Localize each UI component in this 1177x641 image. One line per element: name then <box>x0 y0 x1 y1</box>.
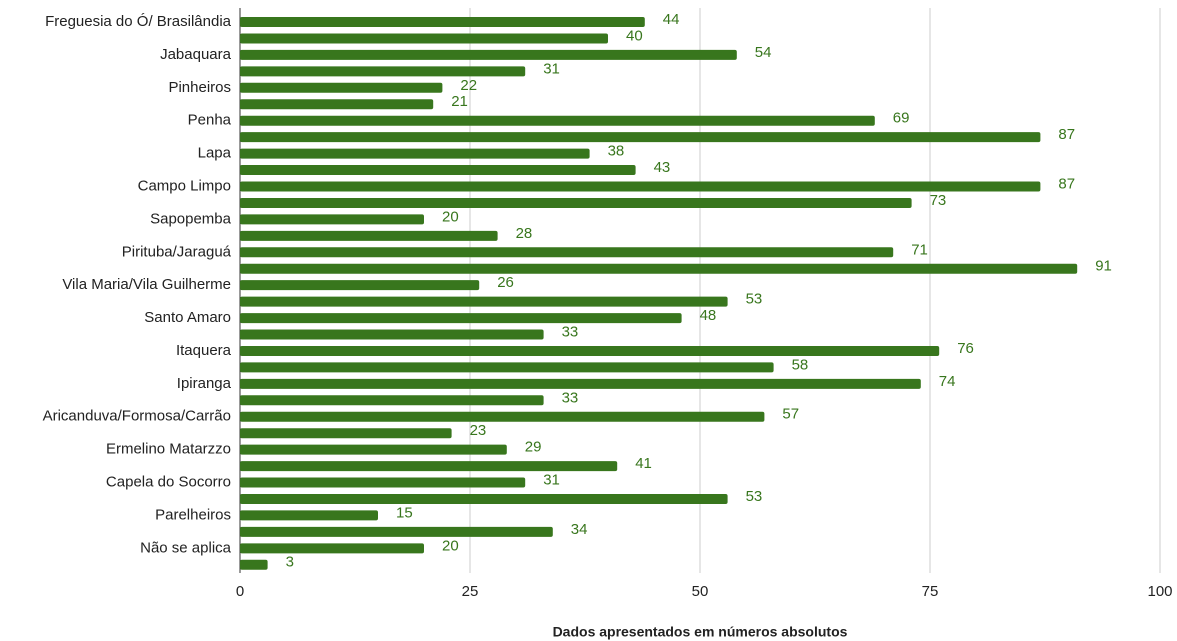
value-label: 69 <box>893 110 910 127</box>
y-tick-label: Santo Amaro <box>144 309 231 326</box>
value-label: 15 <box>396 504 413 521</box>
bar <box>240 559 268 570</box>
value-label: 3 <box>286 554 294 571</box>
y-tick-label: Ipiranga <box>177 375 232 392</box>
x-axis-title: Dados apresentados em números absolutos <box>553 624 848 640</box>
value-label: 33 <box>562 323 579 340</box>
value-label: 26 <box>497 274 514 291</box>
y-tick-label: Não se aplica <box>140 539 232 556</box>
bar <box>240 263 1078 274</box>
value-label: 74 <box>939 373 956 390</box>
value-label: 91 <box>1095 258 1112 275</box>
value-label: 73 <box>930 192 947 209</box>
value-label: 23 <box>470 422 487 439</box>
value-label: 53 <box>746 488 763 505</box>
value-label: 43 <box>654 159 671 176</box>
bar <box>240 477 526 488</box>
bar <box>240 296 728 307</box>
bar <box>240 132 1041 143</box>
value-label: 22 <box>460 77 477 94</box>
value-label: 87 <box>1058 175 1075 192</box>
bar <box>240 17 645 28</box>
y-tick-label: Parelheiros <box>155 506 231 523</box>
bar <box>240 99 434 110</box>
value-label: 53 <box>746 291 763 308</box>
y-tick-label: Freguesia do Ó/ Brasilândia <box>45 13 232 30</box>
y-tick-label: Capela do Socorro <box>106 474 231 491</box>
y-tick-label: Lapa <box>198 145 232 162</box>
y-tick-label: Pirituba/Jaraguá <box>122 243 232 260</box>
bar <box>240 461 618 472</box>
value-label: 29 <box>525 439 542 456</box>
value-label: 20 <box>442 537 459 554</box>
value-label: 44 <box>663 11 680 28</box>
value-label: 41 <box>635 455 652 472</box>
y-tick-label: Jabaquara <box>160 46 232 63</box>
value-label: 34 <box>571 521 588 538</box>
x-tick-label: 75 <box>922 583 939 600</box>
value-label: 31 <box>543 60 560 77</box>
bar <box>240 280 480 291</box>
bar <box>240 66 526 77</box>
x-tick-label: 25 <box>462 583 479 600</box>
bar <box>240 444 507 455</box>
value-label: 71 <box>911 241 928 258</box>
value-label: 38 <box>608 143 625 160</box>
y-tick-label: Pinheiros <box>168 79 231 96</box>
y-tick-label: Vila Maria/Vila Guilherme <box>62 276 231 293</box>
bar <box>240 49 737 60</box>
bar <box>240 493 728 504</box>
x-tick-label: 100 <box>1147 583 1172 600</box>
y-tick-label: Itaquera <box>176 342 232 359</box>
bar <box>240 82 443 93</box>
value-label: 21 <box>451 93 468 110</box>
value-label: 57 <box>782 406 799 423</box>
value-label: 40 <box>626 27 643 44</box>
y-tick-label: Ermelino Matarzzo <box>106 441 231 458</box>
bar <box>240 33 608 44</box>
y-tick-label: Sapopemba <box>150 210 232 227</box>
bar <box>240 378 921 389</box>
bar <box>240 510 378 521</box>
bar <box>240 214 424 225</box>
bar <box>240 230 498 241</box>
value-label: 58 <box>792 356 809 373</box>
value-label: 87 <box>1058 126 1075 143</box>
x-tick-label: 50 <box>692 583 709 600</box>
value-label: 31 <box>543 472 560 489</box>
bar <box>240 197 912 208</box>
value-label: 54 <box>755 44 772 61</box>
bar <box>240 329 544 340</box>
value-label: 20 <box>442 208 459 225</box>
value-label: 28 <box>516 225 533 242</box>
bar <box>240 345 940 356</box>
bar <box>240 395 544 406</box>
bar <box>240 181 1041 192</box>
value-label: 76 <box>957 340 974 357</box>
x-tick-label: 0 <box>236 583 244 600</box>
y-tick-label: Campo Limpo <box>138 177 231 194</box>
bar <box>240 148 590 159</box>
value-label: 33 <box>562 389 579 406</box>
y-tick-label: Penha <box>188 112 232 129</box>
bar <box>240 543 424 554</box>
bar <box>240 247 894 258</box>
bar <box>240 362 774 373</box>
bar <box>240 313 682 324</box>
value-label: 48 <box>700 307 717 324</box>
y-tick-label: Aricanduva/Formosa/Carrão <box>43 408 231 425</box>
bar <box>240 165 636 176</box>
bar <box>240 411 765 422</box>
bar <box>240 428 452 439</box>
bar <box>240 115 875 126</box>
bar <box>240 526 553 537</box>
